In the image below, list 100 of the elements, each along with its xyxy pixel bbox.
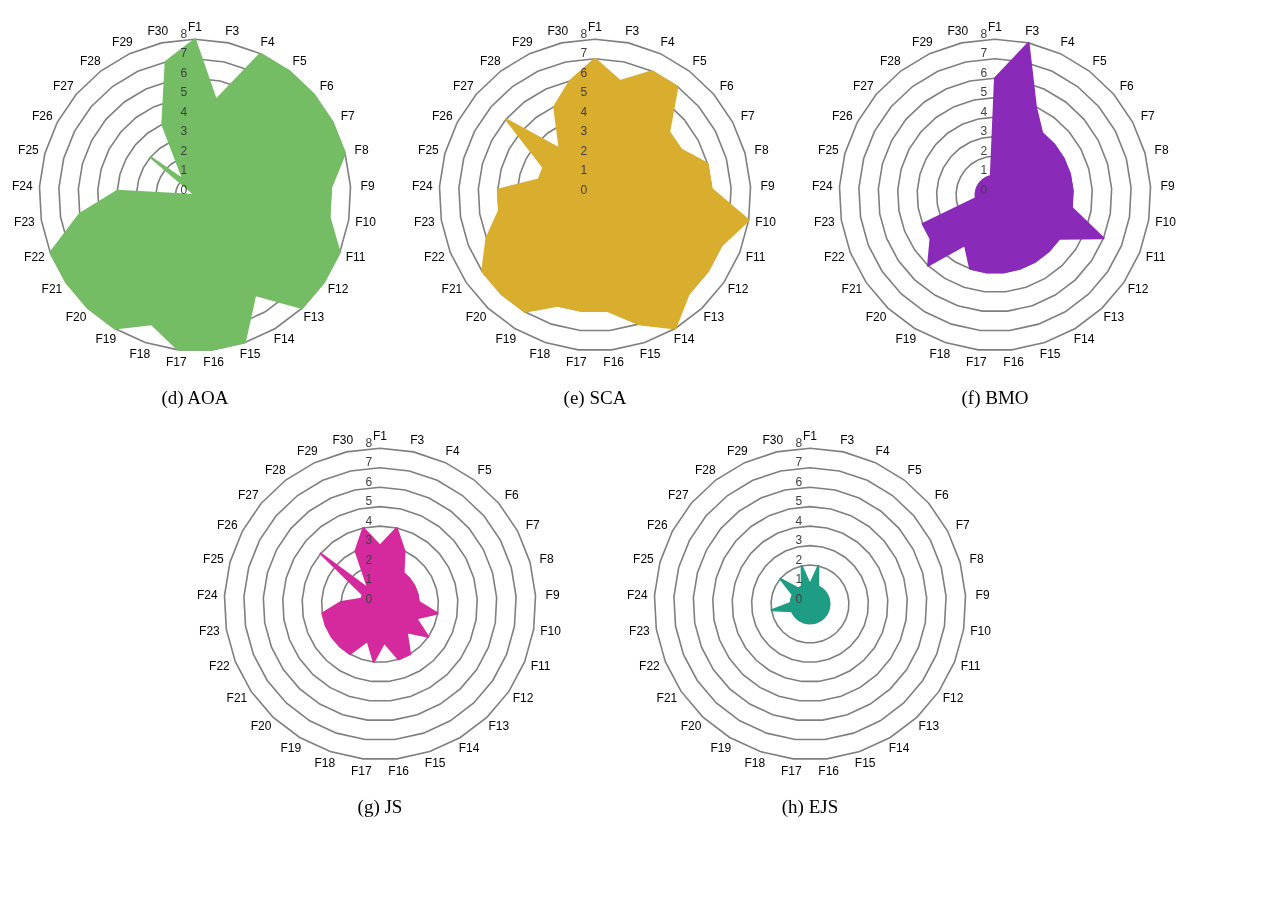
y-tick-label: 2 bbox=[180, 143, 188, 158]
spoke-label: F3 bbox=[410, 432, 425, 447]
spoke-label: F8 bbox=[969, 552, 984, 566]
spoke-label: F12 bbox=[512, 691, 534, 706]
spoke-label: F10 bbox=[755, 215, 777, 230]
spoke-label: F22 bbox=[639, 659, 661, 674]
spoke-label: F7 bbox=[740, 109, 756, 124]
text: (f) BMO bbox=[961, 387, 1029, 409]
y-tick-label: 8 bbox=[795, 435, 803, 450]
spoke-label: F17 bbox=[780, 764, 802, 779]
y-tick-label: 3 bbox=[580, 124, 588, 139]
spoke-label: F1 bbox=[987, 19, 1003, 34]
spoke-label: F18 bbox=[314, 756, 336, 771]
spoke-label: F5 bbox=[1092, 54, 1107, 69]
spoke-label: F20 bbox=[865, 310, 887, 325]
spoke-label: F8 bbox=[354, 143, 369, 157]
spoke-label: F12 bbox=[1127, 282, 1149, 297]
spoke-label: F15 bbox=[854, 756, 876, 771]
spoke-label: F15 bbox=[239, 347, 261, 362]
spoke-label: F19 bbox=[280, 741, 302, 756]
spoke-label: F4 bbox=[875, 444, 890, 459]
spoke-label: F23 bbox=[414, 215, 436, 230]
spoke-label: F6 bbox=[1119, 79, 1135, 94]
y-tick-label: 0 bbox=[980, 182, 988, 197]
spoke-label: F9 bbox=[545, 587, 560, 602]
spoke-label: F30 bbox=[547, 23, 569, 38]
text: (e) SCA bbox=[563, 387, 627, 409]
spoke-label: F25 bbox=[418, 143, 440, 157]
spoke-label: F4 bbox=[445, 444, 460, 459]
spoke-label: F7 bbox=[340, 109, 356, 124]
text: (d) AOA bbox=[161, 387, 229, 409]
spoke-label: F25 bbox=[203, 552, 225, 566]
spoke-label: F20 bbox=[680, 719, 702, 734]
spoke-label: F28 bbox=[880, 54, 902, 69]
spoke-label: F29 bbox=[912, 35, 934, 50]
spoke-label: F23 bbox=[199, 624, 221, 639]
y-tick-label: 1 bbox=[980, 163, 988, 178]
spoke-label: F18 bbox=[129, 347, 151, 362]
y-tick-label: 3 bbox=[980, 124, 988, 139]
spoke-label: F19 bbox=[495, 332, 517, 347]
spoke-label: F7 bbox=[525, 518, 541, 533]
spoke-label: F18 bbox=[929, 347, 951, 362]
spoke-label: F10 bbox=[1155, 215, 1177, 230]
spoke-label: F7 bbox=[1140, 109, 1156, 124]
spoke-label: F14 bbox=[1073, 332, 1095, 347]
spoke-label: F21 bbox=[441, 282, 463, 297]
spoke-label: F30 bbox=[947, 23, 969, 38]
spoke-label: F5 bbox=[692, 54, 707, 69]
spoke-label: F9 bbox=[1160, 178, 1175, 193]
spoke-label: F1 bbox=[802, 428, 818, 443]
y-tick-label: 0 bbox=[365, 591, 373, 606]
spoke-label: F14 bbox=[273, 332, 295, 347]
spoke-label: F14 bbox=[888, 741, 910, 756]
spoke-label: F22 bbox=[24, 250, 46, 265]
spoke-label: F15 bbox=[424, 756, 446, 771]
y-tick-label: 2 bbox=[795, 552, 803, 567]
y-tick-label: 6 bbox=[580, 65, 588, 80]
spoke-label: F1 bbox=[187, 19, 203, 34]
spoke-label: F22 bbox=[424, 250, 446, 265]
y-tick-label: 5 bbox=[180, 85, 188, 100]
y-tick-label: 1 bbox=[365, 572, 373, 587]
y-tick-label: 0 bbox=[795, 591, 803, 606]
spoke-label: F28 bbox=[695, 463, 717, 478]
spoke-label: F17 bbox=[565, 355, 587, 370]
spoke-label: F19 bbox=[95, 332, 117, 347]
spoke-label: F29 bbox=[727, 444, 749, 459]
spoke-label: F15 bbox=[1039, 347, 1061, 362]
y-tick-label: 7 bbox=[365, 455, 373, 470]
spoke-label: F23 bbox=[814, 215, 836, 230]
spoke-label: F12 bbox=[727, 282, 749, 297]
y-tick-label: 5 bbox=[795, 494, 803, 509]
spoke-label: F15 bbox=[639, 347, 661, 362]
text: (h) EJS bbox=[781, 796, 839, 818]
y-tick-label: 2 bbox=[365, 552, 373, 567]
spoke-label: F4 bbox=[260, 35, 275, 50]
spoke-label: F30 bbox=[762, 432, 784, 447]
y-tick-label: 5 bbox=[365, 494, 373, 509]
spoke-label: F14 bbox=[673, 332, 695, 347]
spoke-label: F10 bbox=[540, 624, 562, 639]
spoke-label: F19 bbox=[710, 741, 732, 756]
spoke-label: F1 bbox=[587, 19, 603, 34]
spoke-label: F19 bbox=[895, 332, 917, 347]
spoke-label: F16 bbox=[203, 355, 225, 370]
y-tick-label: 8 bbox=[180, 26, 188, 41]
spoke-label: F1 bbox=[372, 428, 388, 443]
spoke-label: F11 bbox=[345, 250, 366, 265]
spoke-label: F9 bbox=[975, 587, 990, 602]
y-tick-label: 7 bbox=[580, 46, 588, 61]
spoke-label: F24 bbox=[627, 587, 649, 602]
spoke-label: F27 bbox=[452, 79, 474, 94]
spoke-label: F13 bbox=[703, 310, 725, 325]
spoke-label: F13 bbox=[488, 719, 510, 734]
y-tick-label: 4 bbox=[795, 513, 803, 528]
spoke-label: F9 bbox=[760, 178, 775, 193]
spoke-label: F12 bbox=[942, 691, 964, 706]
spoke-label: F11 bbox=[745, 250, 766, 265]
y-tick-label: 3 bbox=[365, 533, 373, 548]
spoke-label: F22 bbox=[824, 250, 846, 265]
spoke-label: F28 bbox=[80, 54, 102, 69]
spoke-label: F10 bbox=[970, 624, 992, 639]
